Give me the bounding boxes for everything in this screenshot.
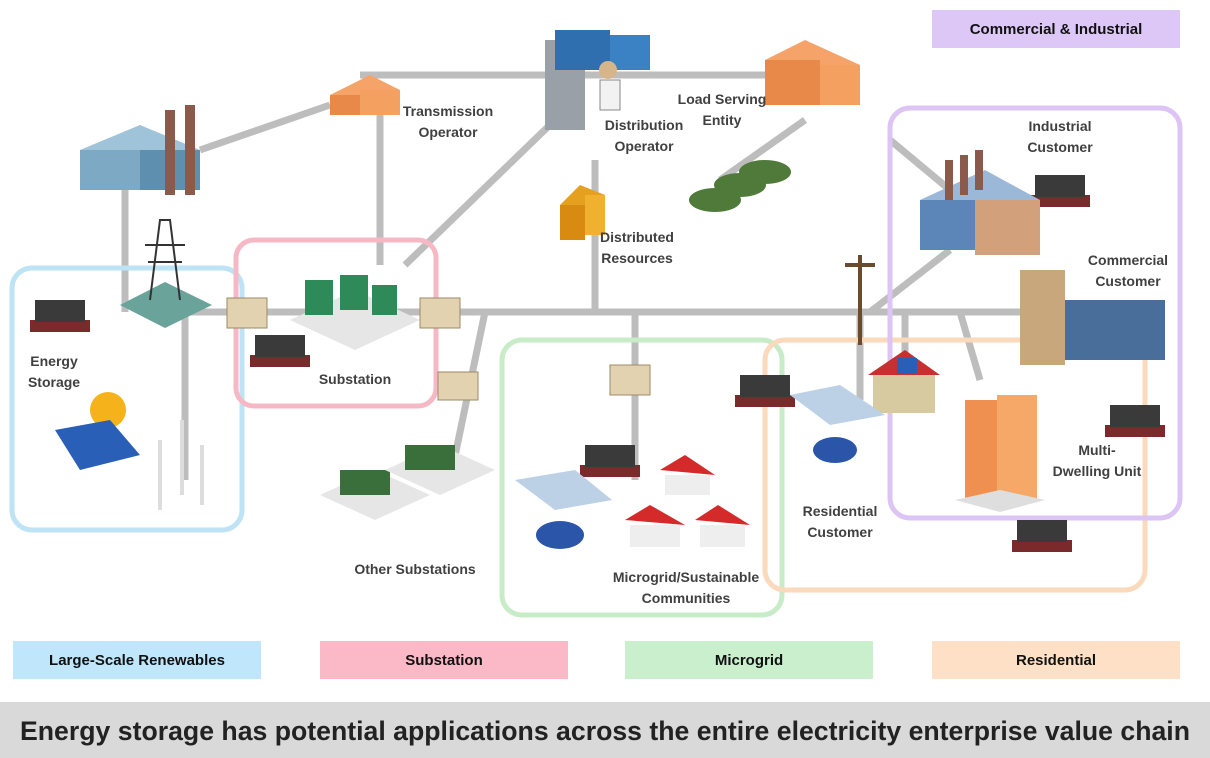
- node-label: Residential Customer: [803, 503, 878, 540]
- commercial-zone: [887, 105, 1183, 521]
- node-label: Energy Storage: [28, 353, 80, 390]
- node-label: Multi-Dwelling Unit: [1053, 442, 1142, 479]
- legend-label: Substation: [405, 652, 483, 669]
- node-label: Distributed Resources: [600, 229, 674, 266]
- icons: [30, 30, 1165, 552]
- legend-swatch: [320, 641, 568, 679]
- legend-swatch: [932, 641, 1180, 679]
- legend-swatch: [13, 641, 261, 679]
- node-label: Microgrid/Sustainable Communities: [613, 569, 759, 606]
- caption-bar: [0, 702, 1210, 758]
- legend-label: Microgrid: [715, 652, 783, 669]
- node-label: Industrial Customer: [1027, 118, 1093, 155]
- legend-label: Commercial & Industrial: [970, 21, 1143, 38]
- node-label: Commercial Customer: [1088, 252, 1168, 289]
- node-label: Distribution Operator: [605, 117, 684, 154]
- legend-swatch: [932, 10, 1180, 48]
- legend-label: Residential: [1016, 652, 1096, 669]
- legend-swatch: [625, 641, 873, 679]
- microgrid-zone: [499, 337, 785, 618]
- caption: Energy storage has potential application…: [20, 716, 1190, 746]
- node-label: Transmission Operator: [403, 103, 493, 140]
- legend-label: Large-Scale Renewables: [49, 652, 225, 669]
- residential-zone: [762, 337, 1148, 593]
- node-label: Substation: [319, 371, 391, 387]
- node-label: Other Substations: [354, 561, 476, 577]
- node-label: Load Serving Entity: [678, 91, 767, 128]
